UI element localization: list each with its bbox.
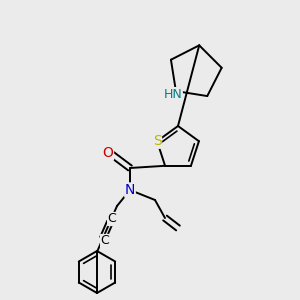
Text: C: C <box>108 212 116 226</box>
Text: O: O <box>103 146 113 160</box>
Text: N: N <box>125 183 135 197</box>
Text: HN: HN <box>164 88 182 100</box>
Text: S: S <box>153 134 161 148</box>
Text: C: C <box>100 235 109 248</box>
